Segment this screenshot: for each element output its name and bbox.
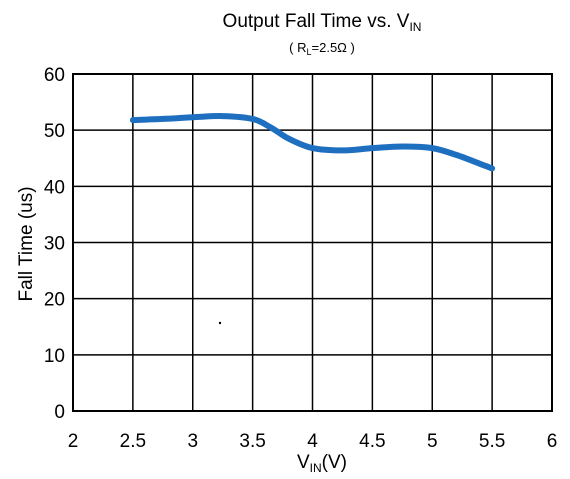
- grid: [73, 74, 552, 411]
- chart-title: Output Fall Time vs. VIN: [223, 11, 422, 34]
- x-tick-label: 5.5: [479, 431, 505, 452]
- fall-time-line: [129, 113, 496, 172]
- y-tick-label: 40: [44, 177, 65, 198]
- x-tick-label: 2.5: [120, 431, 146, 452]
- stray-dot: [218, 321, 222, 325]
- x-tick-label: 6: [547, 431, 558, 452]
- x-tick-label: 3.5: [239, 431, 265, 452]
- y-tick-labels: 0 10 20 30 40 50 60: [44, 65, 65, 423]
- x-tick-label: 2: [68, 431, 79, 452]
- y-tick-label: 30: [44, 234, 65, 255]
- y-axis-title: Fall Time (us): [16, 186, 37, 301]
- y-tick-label: 60: [44, 65, 65, 86]
- x-tick-label: 4: [307, 431, 318, 452]
- chart-subtitle: ( RL=2.5Ω ): [289, 40, 355, 57]
- x-axis-title: VIN(V): [297, 452, 347, 475]
- plot-frame: [72, 73, 553, 412]
- x-tick-label: 5: [427, 431, 438, 452]
- x-tick-labels: 2 2.5 3 3.5 4 4.5 5 5.5 6: [68, 431, 558, 452]
- y-tick-label: 10: [44, 346, 65, 367]
- y-tick-label: 20: [44, 290, 65, 311]
- x-tick-label: 3: [187, 431, 198, 452]
- y-tick-label: 0: [54, 402, 65, 423]
- y-tick-label: 50: [44, 121, 65, 142]
- x-tick-label: 4.5: [359, 431, 385, 452]
